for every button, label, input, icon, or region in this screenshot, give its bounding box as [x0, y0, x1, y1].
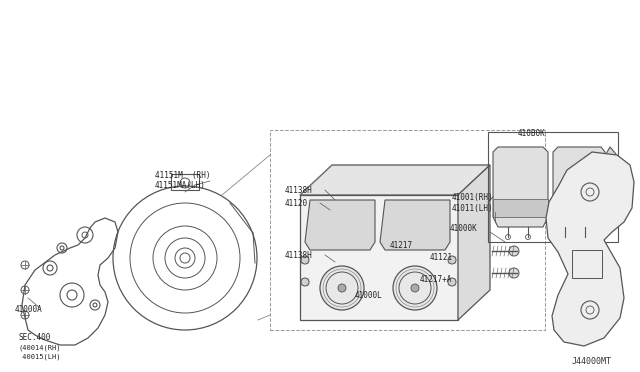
Bar — [270, 130, 545, 330]
Text: 41120: 41120 — [285, 199, 308, 208]
Bar — [553, 199, 605, 217]
Circle shape — [393, 266, 437, 310]
Text: SEC.400: SEC.400 — [18, 334, 51, 343]
Circle shape — [411, 284, 419, 292]
Text: 41151M  (RH): 41151M (RH) — [155, 170, 211, 180]
Text: J44000MT: J44000MT — [572, 357, 612, 366]
Bar — [572, 250, 602, 278]
Text: 41138H: 41138H — [285, 250, 313, 260]
Polygon shape — [606, 147, 616, 222]
Circle shape — [509, 268, 519, 278]
Polygon shape — [458, 165, 490, 320]
Text: 41138H: 41138H — [285, 186, 313, 195]
Text: 41217+A: 41217+A — [420, 276, 452, 285]
Text: 410B0K: 410B0K — [518, 128, 546, 138]
Text: 41217: 41217 — [390, 241, 413, 250]
Text: 41000L: 41000L — [355, 291, 383, 299]
Text: 41011(LH): 41011(LH) — [452, 203, 493, 212]
Bar — [488, 132, 618, 242]
Polygon shape — [305, 200, 375, 250]
Polygon shape — [380, 200, 450, 250]
Text: 41001(RH): 41001(RH) — [452, 192, 493, 202]
Text: 41000K: 41000K — [450, 224, 477, 232]
Text: 41000A: 41000A — [15, 305, 43, 314]
Polygon shape — [300, 195, 458, 320]
Text: 41151MA(LH): 41151MA(LH) — [155, 180, 206, 189]
Circle shape — [338, 284, 346, 292]
Text: 41121: 41121 — [430, 253, 453, 263]
Polygon shape — [300, 165, 490, 195]
Polygon shape — [22, 218, 118, 345]
Bar — [171, 174, 199, 190]
Polygon shape — [546, 152, 634, 346]
Circle shape — [509, 246, 519, 256]
Text: 40015(LH): 40015(LH) — [18, 354, 61, 360]
Polygon shape — [553, 147, 605, 227]
Bar — [493, 199, 548, 217]
Text: (40014(RH): (40014(RH) — [18, 345, 61, 351]
Circle shape — [320, 266, 364, 310]
Polygon shape — [493, 147, 548, 227]
